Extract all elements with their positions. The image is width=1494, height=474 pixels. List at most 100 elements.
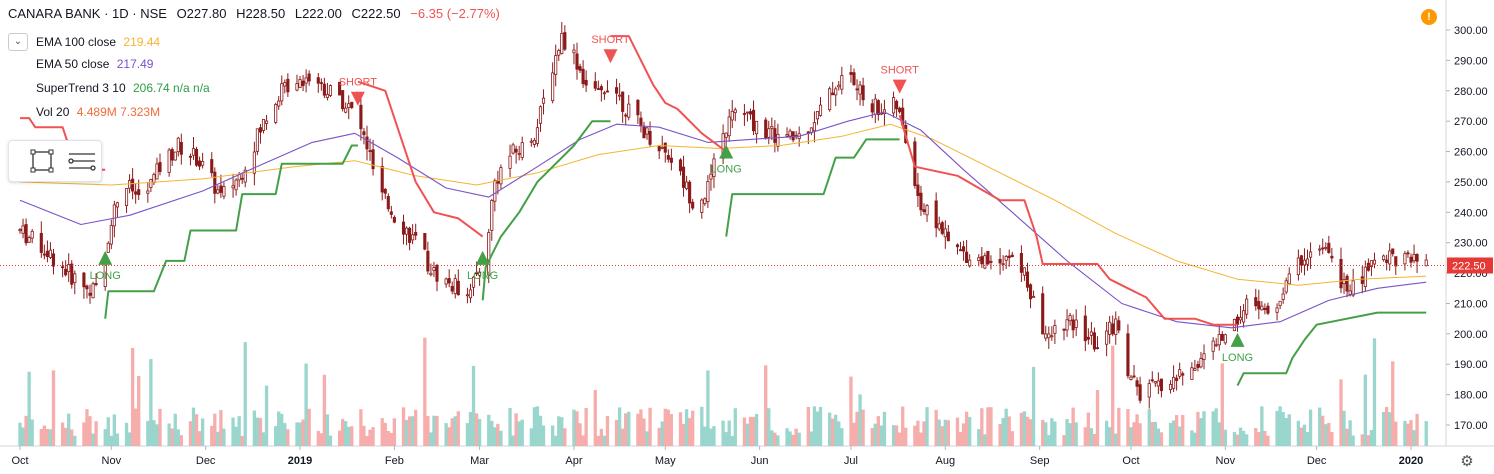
- candle-body: [1412, 254, 1416, 262]
- volume-bar: [550, 425, 555, 446]
- indicator-supertrend[interactable]: SuperTrend 3 10 206.74 n/a n/a: [36, 81, 210, 95]
- symbol-title: CANARA BANK · 1D · NSE: [8, 6, 167, 21]
- candle-body: [1245, 298, 1249, 315]
- candle-body: [681, 166, 686, 188]
- volume-bar: [1190, 430, 1194, 446]
- candle-body: [709, 173, 713, 180]
- volume-bar: [487, 414, 491, 446]
- indicator-volume[interactable]: Vol 20 4.489M 7.323M: [36, 105, 160, 119]
- collapse-legend-button[interactable]: ⌄: [8, 33, 28, 51]
- volume-bar: [1135, 414, 1139, 446]
- x-tick-label: Aug: [936, 455, 956, 467]
- volume-bar: [663, 408, 667, 446]
- indicator-ema100[interactable]: EMA 100 close 219.44: [36, 35, 160, 49]
- candle-body: [274, 104, 278, 123]
- candle-body: [1004, 256, 1008, 261]
- candle-body: [45, 250, 49, 257]
- volume-bar: [873, 423, 877, 446]
- volume-bar: [508, 408, 512, 446]
- volume-bar: [1174, 415, 1179, 446]
- volume-bar: [687, 418, 692, 446]
- volume-bar: [286, 429, 290, 446]
- volume-bar: [42, 425, 47, 446]
- candle-body: [1199, 358, 1203, 368]
- candle-body: [325, 94, 329, 98]
- volume-bar: [955, 417, 960, 446]
- volume-bar: [882, 411, 887, 446]
- y-tick-label: 290.00: [1454, 55, 1488, 67]
- candle-body: [64, 268, 68, 276]
- indicator-ema50[interactable]: EMA 50 close 217.49: [36, 57, 153, 71]
- candle-body: [167, 149, 171, 173]
- candle-body: [840, 75, 844, 90]
- volume-bar: [858, 394, 862, 446]
- volume-bar: [1171, 420, 1176, 446]
- candle-body: [149, 178, 153, 188]
- y-tick-label: 300.00: [1454, 25, 1488, 37]
- candle-body: [1424, 259, 1428, 267]
- lines-tool-icon[interactable]: [68, 153, 96, 171]
- candle-body: [541, 97, 546, 104]
- volume-bar: [1339, 379, 1343, 446]
- candle-body: [557, 50, 561, 56]
- candle-body: [27, 237, 31, 243]
- volume-bar: [901, 406, 905, 446]
- volume-bar: [879, 425, 884, 446]
- volume-bar: [861, 409, 865, 446]
- candle-body: [67, 264, 71, 272]
- volume-bar: [596, 435, 600, 446]
- high-value: H228.50: [236, 6, 286, 21]
- candle-body: [1266, 305, 1270, 314]
- volume-bar: [18, 422, 22, 446]
- drawing-toolbox: [8, 140, 102, 182]
- candle-body: [341, 90, 345, 110]
- alert-icon[interactable]: !: [1421, 9, 1437, 25]
- candle-body: [770, 126, 774, 129]
- volume-bar: [1305, 431, 1310, 446]
- volume-bar: [678, 412, 683, 446]
- indicator-label: EMA 50 close: [36, 57, 110, 71]
- rectangle-tool-icon[interactable]: [30, 149, 54, 173]
- candle-body: [657, 145, 661, 152]
- indicator-label: SuperTrend 3 10: [36, 81, 126, 95]
- volume-bar: [1159, 432, 1164, 446]
- volume-bar: [1254, 428, 1258, 446]
- x-tick-label: Oct: [11, 455, 28, 467]
- candle-body: [642, 126, 646, 139]
- volume-bar: [946, 420, 951, 446]
- supertrend-down-line: [898, 114, 1238, 326]
- candle-body: [61, 266, 65, 269]
- volume-bar: [605, 415, 610, 446]
- candle-body: [24, 224, 28, 244]
- candle-body: [42, 253, 46, 256]
- volume-bar: [109, 435, 113, 446]
- volume-bar: [103, 429, 107, 446]
- candle-body: [255, 128, 259, 152]
- volume-bar: [520, 419, 524, 446]
- candle-body: [1257, 301, 1261, 310]
- supertrend-down-line: [357, 80, 484, 238]
- candle-body: [91, 283, 95, 299]
- volume-bar: [21, 427, 25, 446]
- toolbox-icons: [30, 149, 96, 173]
- volume-bar: [529, 428, 534, 446]
- gear-icon[interactable]: ⚙: [1460, 453, 1474, 470]
- indicator-label: Vol 20: [36, 105, 70, 119]
- candle-body: [1372, 259, 1377, 265]
- volume-bar: [1342, 410, 1346, 446]
- volume-bar: [1202, 411, 1206, 446]
- candle-body: [344, 107, 348, 113]
- x-tick-label: Jun: [751, 455, 769, 467]
- candle-body: [937, 223, 941, 230]
- candle-body: [152, 174, 156, 183]
- candle-body: [946, 231, 950, 242]
- volume-bar: [477, 418, 482, 446]
- candle-body: [624, 114, 628, 117]
- volume-bar: [554, 435, 558, 446]
- volume-bar: [1126, 409, 1130, 446]
- candle-body: [602, 92, 606, 95]
- candle-body: [478, 271, 482, 276]
- supertrend-up-line: [481, 120, 611, 301]
- candle-body: [73, 273, 77, 283]
